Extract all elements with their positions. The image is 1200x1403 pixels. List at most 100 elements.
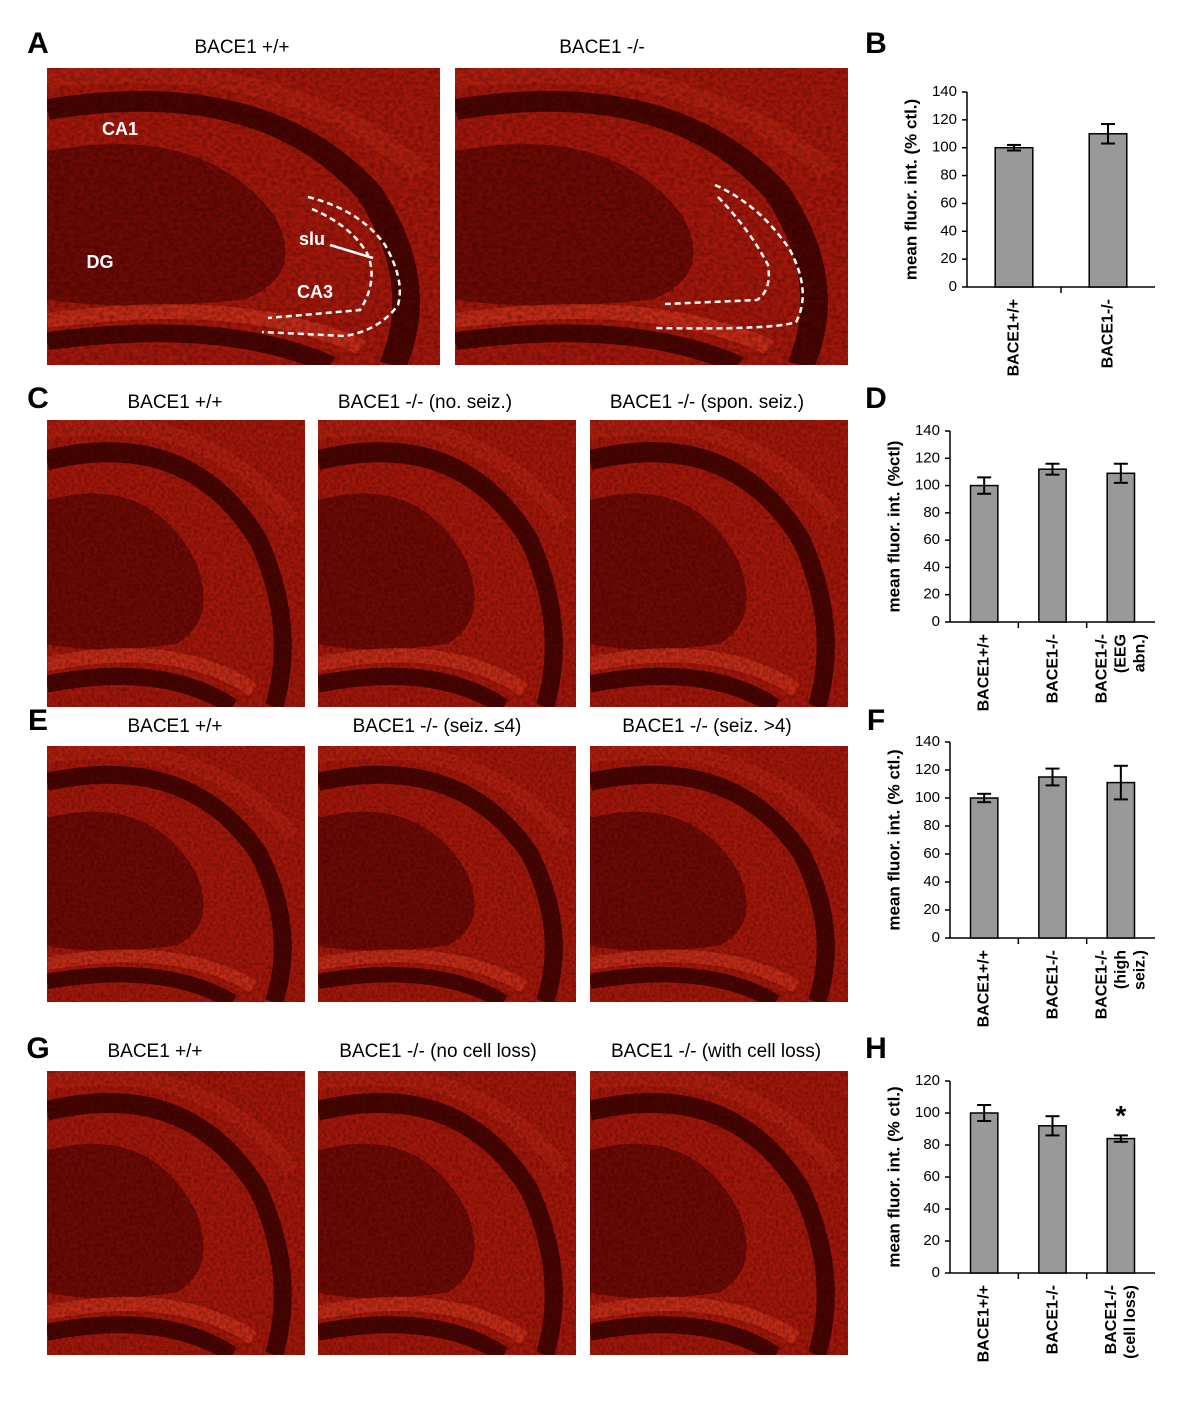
x-tick-label: BACE1-/- xyxy=(1044,950,1061,1020)
bar xyxy=(969,484,999,623)
y-tick-label: 60 xyxy=(923,845,940,862)
texture xyxy=(455,68,848,365)
bar xyxy=(1106,472,1136,623)
texture xyxy=(47,746,305,1002)
y-tick-label: 80 xyxy=(940,167,957,184)
y-tick-label: 40 xyxy=(923,558,940,575)
x-tick-label: BACE1+/+ xyxy=(975,634,993,712)
image-title: BACE1 -/- (spon. seiz.) xyxy=(610,392,804,413)
y-tick-label: 0 xyxy=(932,929,940,946)
panel-a-annotations xyxy=(261,183,804,338)
image-title: BACE1 +/+ xyxy=(127,716,222,737)
texture xyxy=(590,746,848,1002)
image-title: BACE1 -/- (no cell loss) xyxy=(339,1041,536,1062)
error-bar xyxy=(977,1104,992,1122)
x-tick-label: BACE1-/- (EEG abn.) xyxy=(1093,634,1149,704)
y-tick-label: 80 xyxy=(923,1136,940,1153)
y-tick-label: 120 xyxy=(915,761,940,778)
texture xyxy=(590,1071,848,1355)
y-tick-label: 140 xyxy=(915,422,940,439)
x-tick-label: BACE1+/+ xyxy=(975,950,993,1028)
bar xyxy=(1038,1125,1067,1274)
micrograph xyxy=(318,746,576,1002)
image-title: BACE1 -/- (seiz. ≤4) xyxy=(353,716,522,737)
error-bar xyxy=(1101,123,1115,145)
micrograph xyxy=(590,746,848,1002)
outline xyxy=(654,183,804,330)
y-axis-title: mean fluor. int. (% ctl.) xyxy=(901,99,920,280)
panel-letter: C xyxy=(27,382,49,415)
x-tick-label: BACE1-/- xyxy=(1044,1285,1061,1355)
significance-mark: * xyxy=(1115,1100,1126,1131)
error-bar xyxy=(1007,143,1021,152)
error-bar xyxy=(1113,1134,1128,1143)
panel-letter: D xyxy=(865,382,887,415)
x-tick-label: BACE1-/- (cell loss) xyxy=(1102,1285,1139,1359)
y-tick-label: 40 xyxy=(940,222,957,239)
slu-line xyxy=(329,243,374,260)
texture xyxy=(47,420,305,707)
y-tick-label: 60 xyxy=(923,531,940,548)
image-title: BACE1 +/+ xyxy=(127,392,222,413)
error-bar xyxy=(1045,462,1060,476)
micrograph xyxy=(590,1071,848,1355)
region-label: DG xyxy=(87,252,114,272)
bar xyxy=(1038,776,1067,939)
y-tick-label: 100 xyxy=(915,789,940,806)
image-title: BACE1 -/- (seiz. >4) xyxy=(622,716,791,737)
texture xyxy=(590,420,848,707)
y-tick-label: 60 xyxy=(940,194,957,211)
micrograph xyxy=(47,420,305,707)
outline xyxy=(267,207,373,320)
x-tick-label: BACE1-/- (high seiz.) xyxy=(1093,950,1149,1020)
panel-letter: H xyxy=(865,1032,887,1065)
bar xyxy=(1106,1137,1136,1274)
x-tick-label: BACE1+/+ xyxy=(1005,299,1023,377)
y-tick-label: 100 xyxy=(932,139,957,156)
x-tick-label: BACE1-/- xyxy=(1099,299,1117,369)
error-bar xyxy=(977,476,992,495)
bar xyxy=(969,797,999,939)
error-bar xyxy=(1045,1115,1060,1137)
y-tick-label: 60 xyxy=(923,1168,940,1185)
panel-letter: G xyxy=(26,1032,49,1065)
bar xyxy=(969,1112,999,1274)
y-tick-label: 100 xyxy=(915,477,940,494)
y-axis-title: mean fluor. int. (% ctl.) xyxy=(884,749,903,930)
image-title: BACE1 +/+ xyxy=(194,37,289,58)
panel-letter: F xyxy=(867,704,885,737)
outline xyxy=(261,195,402,338)
y-tick-label: 140 xyxy=(932,83,957,100)
y-tick-label: 120 xyxy=(915,449,940,466)
micrograph xyxy=(47,68,440,365)
micrograph xyxy=(455,68,848,365)
y-tick-label: 0 xyxy=(932,1264,940,1281)
x-tick-label: BACE1-/- xyxy=(1044,634,1061,704)
y-tick-label: 80 xyxy=(923,504,940,521)
bar xyxy=(1106,781,1136,939)
micrograph xyxy=(47,746,305,1002)
y-tick-label: 0 xyxy=(932,613,940,630)
y-tick-label: 20 xyxy=(923,901,940,918)
texture xyxy=(47,68,440,365)
error-bar xyxy=(977,792,992,804)
y-tick-label: 20 xyxy=(923,586,940,603)
y-tick-label: 100 xyxy=(915,1104,940,1121)
error-bar xyxy=(1045,767,1060,787)
y-tick-label: 120 xyxy=(915,1072,940,1089)
error-bar xyxy=(1113,764,1128,801)
texture xyxy=(318,420,576,707)
y-axis-title: mean fluor. int. (% ctl.) xyxy=(884,1086,903,1267)
image-title: BACE1 -/- (with cell loss) xyxy=(611,1041,821,1062)
y-tick-label: 20 xyxy=(923,1232,940,1249)
y-tick-label: 20 xyxy=(940,250,957,267)
micrograph xyxy=(318,420,576,707)
image-title: BACE1 +/+ xyxy=(107,1041,202,1062)
texture xyxy=(318,746,576,1002)
region-label: CA3 xyxy=(297,282,333,302)
y-tick-label: 120 xyxy=(932,111,957,128)
micrograph xyxy=(47,1071,305,1355)
y-tick-label: 140 xyxy=(915,733,940,750)
